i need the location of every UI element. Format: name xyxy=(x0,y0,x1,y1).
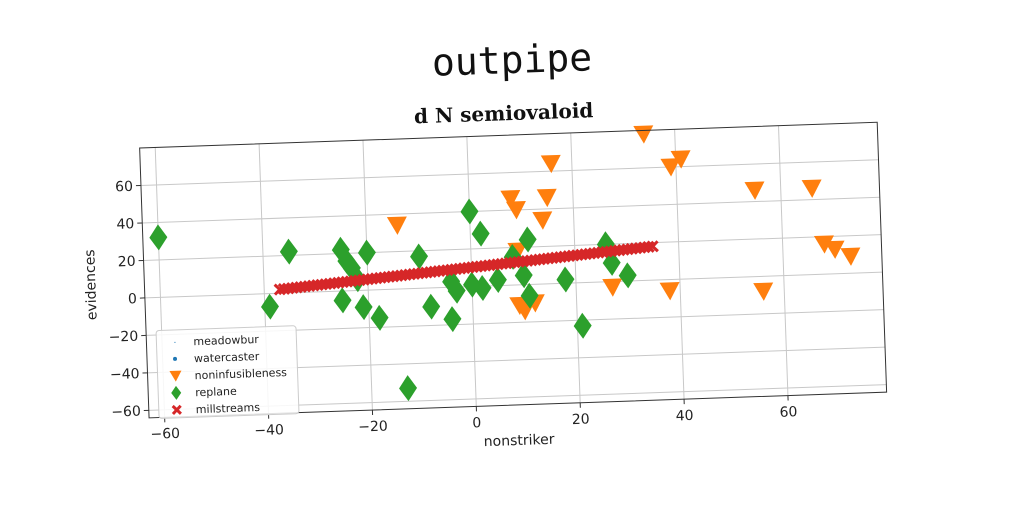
replane-point xyxy=(279,238,298,265)
noninfusibleness-point xyxy=(753,282,774,301)
x-tick-label: −20 xyxy=(358,419,388,436)
noninfusibleness-point xyxy=(532,211,553,230)
y-tick-label: 0 xyxy=(128,291,137,307)
replane-point xyxy=(357,239,376,266)
legend-marker-meadowbur xyxy=(174,342,175,343)
legend-label: replane xyxy=(195,385,237,399)
noninfusibleness-point xyxy=(537,189,558,208)
x-tick-label: 20 xyxy=(572,411,590,428)
x-grid-line xyxy=(675,129,684,399)
legend: meadowburwatercasternoninfusiblenessrepl… xyxy=(156,326,299,419)
noninfusibleness-point xyxy=(602,278,623,297)
noninfusibleness-point xyxy=(840,248,861,267)
x-grid-line xyxy=(571,133,580,403)
noninfusibleness-point xyxy=(744,181,765,200)
replane-point xyxy=(618,262,637,289)
x-tick-label: 0 xyxy=(472,415,481,431)
replane-point xyxy=(149,224,168,251)
x-tick-label: 60 xyxy=(779,404,797,421)
replane-point xyxy=(471,220,490,247)
replane-point xyxy=(261,293,280,320)
y-grid-line xyxy=(141,160,879,186)
x-tick-label: −60 xyxy=(150,426,180,443)
legend-label: watercaster xyxy=(194,350,260,365)
y-tick-label: −60 xyxy=(111,404,141,421)
noninfusibleness-point xyxy=(633,125,654,144)
y-tick-label: 20 xyxy=(118,254,136,271)
x-tick-label: −40 xyxy=(254,422,284,439)
replane-point xyxy=(556,266,575,293)
replane-point xyxy=(488,267,507,294)
x-tick-label: 40 xyxy=(675,408,693,425)
noninfusibleness-point xyxy=(387,216,408,235)
replane-point xyxy=(573,312,592,339)
y-tick-label: −40 xyxy=(110,366,140,383)
x-axis-label: nonstriker xyxy=(483,432,554,450)
y-axis-label: evidences xyxy=(82,249,100,320)
y-tick-label: 40 xyxy=(116,216,134,233)
y-tick-label: −20 xyxy=(108,329,138,346)
replane-point xyxy=(410,243,429,270)
legend-label: meadowbur xyxy=(193,333,259,348)
replane-point xyxy=(460,198,479,225)
replane-point xyxy=(443,306,462,333)
replane-point xyxy=(354,294,373,321)
legend-label: millstreams xyxy=(196,401,261,416)
x-grid-line xyxy=(779,126,788,396)
noninfusibleness-point xyxy=(660,282,681,301)
noninfusibleness-point xyxy=(802,179,823,198)
replane-point xyxy=(399,375,418,402)
y-tick-label: 60 xyxy=(115,179,133,196)
replane-point xyxy=(422,293,441,320)
